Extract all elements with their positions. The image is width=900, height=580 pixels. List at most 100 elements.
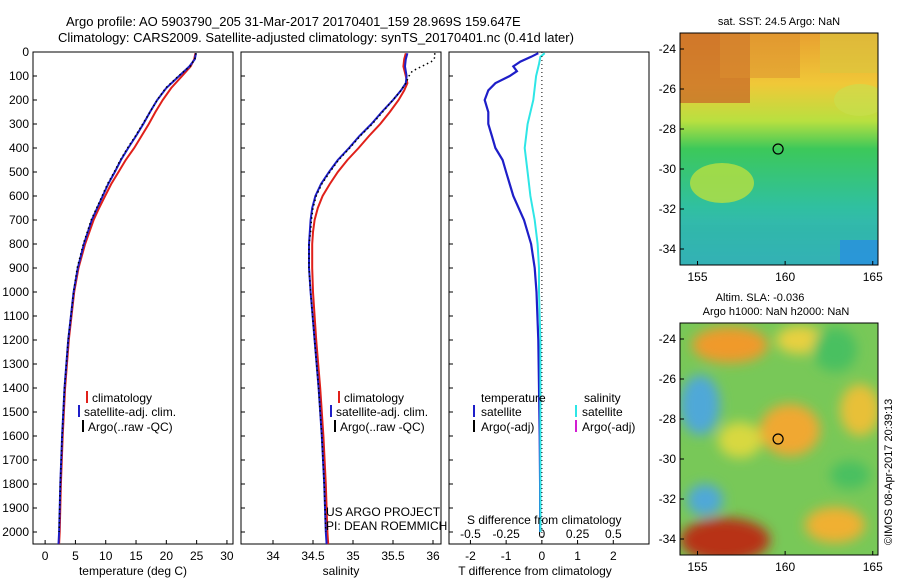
salinity-panel: 34 34.5 35 35.5 36 salinity climatology sate… — [240, 51, 447, 578]
y-tick-label: 100 — [9, 69, 29, 83]
temperature-frame — [32, 51, 234, 545]
y-tick-label: 900 — [9, 261, 29, 275]
argo-location-marker — [772, 433, 784, 445]
series-line-climatology — [311, 52, 409, 545]
map-y-tick-label: -26 — [659, 82, 677, 96]
map-x-tick-label: 160 — [775, 270, 795, 284]
sst-field — [680, 33, 878, 265]
y-tick-label: 1300 — [2, 357, 29, 371]
salinity-xlabel: salinity — [323, 564, 360, 578]
legend-label-argo: Argo(..raw -QC) — [340, 420, 425, 434]
legend-label-temperature-satellite: satellite — [481, 405, 522, 419]
salinity-frame — [240, 51, 442, 545]
map-x-tick-label: 165 — [863, 270, 883, 284]
y-tick-label: 800 — [9, 237, 29, 251]
y-tick-label: 2000 — [2, 525, 29, 539]
legend-label-argo: Argo(..raw -QC) — [88, 420, 173, 434]
legend-label-salinity-satellite: satellite — [582, 405, 623, 419]
y-tick-label: 600 — [9, 189, 29, 203]
series-line-temperature-satellite — [483, 52, 542, 532]
map-y-tick-label: -30 — [659, 452, 677, 466]
sla-map-subtitle: Argo h1000: NaN h2000: NaN — [703, 306, 850, 318]
series-line-satellite-adj-clim- — [308, 52, 409, 545]
sst-map-frame — [679, 32, 879, 266]
sla-map-title: Altim. SLA: -0.036 — [716, 292, 805, 304]
y-tick-label: 1500 — [2, 405, 29, 419]
x-tick-label: 15 — [129, 549, 143, 563]
legend-label-satellite: satellite-adj. clim. — [336, 405, 428, 419]
legend-label-temperature-argo: Argo(-adj) — [481, 420, 534, 434]
temperature-xlabel: temperature (deg C) — [79, 564, 187, 578]
x-tick-label: 34.5 — [301, 549, 325, 563]
x-tick-label: 34 — [266, 549, 280, 563]
x2-tick-label: -0.25 — [492, 527, 520, 541]
y-tick-label: 400 — [9, 141, 29, 155]
temperature-legend: climatology satellite-adj. clim. Argo(..… — [78, 391, 176, 434]
x-tick-label: 5 — [72, 549, 79, 563]
x-tick-label: 20 — [160, 549, 174, 563]
series-line-satellite-adj-clim- — [57, 53, 197, 545]
y-tick-label: 700 — [9, 213, 29, 227]
sla-field — [680, 323, 878, 555]
legend-label-salinity-argo: Argo(-adj) — [582, 420, 635, 434]
series-line-climatology — [58, 53, 197, 545]
sst-map: sat. SST: 24.5 Argo: NaN -24 -26 -28 -30 -32… — [659, 16, 883, 284]
map-y-tick-label: -28 — [659, 122, 677, 136]
difference-panel: -2 -1 0 1 2 -0.5 -0.25 0 0.25 0.5 T difference fr… — [448, 51, 650, 578]
map-x-tick-label: 155 — [688, 270, 708, 284]
map-y-tick-label: -28 — [659, 412, 677, 426]
map-y-tick-label: -26 — [659, 372, 677, 386]
t-difference-xlabel: T difference from climatology — [458, 564, 612, 578]
legend-title-temperature: temperature — [481, 391, 546, 405]
x2-tick-label: 0 — [539, 527, 546, 541]
x-tick-label: 36 — [426, 549, 440, 563]
map-x-tick-label: 165 — [863, 560, 883, 574]
x2-tick-label: 0.25 — [566, 527, 590, 541]
map-x-tick-label: 160 — [775, 560, 795, 574]
legend-label-climatology: climatology — [92, 391, 152, 405]
x-tick-label: 2 — [610, 549, 617, 563]
temperature-panel: 0100200300400500600700800900100011001200… — [2, 45, 234, 578]
imos-credit: ©IMOS 08-Apr-2017 20:39:13 — [883, 399, 895, 545]
x-tick-label: 1 — [574, 549, 581, 563]
map-y-tick-label: -30 — [659, 162, 677, 176]
x-tick-label: 0 — [539, 549, 546, 563]
map-y-tick-label: -24 — [659, 332, 677, 346]
argo-location-marker — [772, 143, 784, 155]
map-y-tick-label: -34 — [659, 532, 677, 546]
sla-map-frame — [679, 322, 879, 556]
y-tick-label: 1000 — [2, 285, 29, 299]
climatology-subtitle: Climatology: CARS2009. Satellite-adjuste… — [58, 30, 574, 45]
pi-credit: PI: DEAN ROEMMICH — [326, 519, 447, 533]
y-tick-label: 1400 — [2, 381, 29, 395]
legend-label-satellite: satellite-adj. clim. — [84, 405, 176, 419]
sla-map: Altim. SLA: -0.036 Argo h1000: NaN h2000… — [659, 292, 883, 574]
x-tick-label: 10 — [99, 549, 113, 563]
y-tick-label: 1100 — [3, 309, 29, 323]
map-y-tick-label: -34 — [659, 242, 677, 256]
map-y-tick-label: -32 — [659, 492, 677, 506]
difference-legend: temperature salinity satellite Argo(-adj… — [473, 391, 635, 434]
salinity-legend: climatology satellite-adj. clim. Argo(..… — [330, 391, 428, 434]
series-line-argo-raw-qc- — [58, 53, 197, 533]
map-y-tick-label: -32 — [659, 202, 677, 216]
y-tick-label: 1600 — [2, 429, 29, 443]
y-tick-label: 1700 — [2, 453, 29, 467]
legend-label-climatology: climatology — [344, 391, 404, 405]
map-y-tick-label: -24 — [659, 42, 677, 56]
y-tick-label: 1200 — [2, 333, 29, 347]
x-tick-label: 30 — [220, 549, 234, 563]
series-line-argo-raw-qc- — [308, 53, 437, 533]
y-tick-label: 500 — [9, 165, 29, 179]
x-tick-label: -2 — [465, 549, 476, 563]
x-tick-label: 25 — [190, 549, 204, 563]
x-tick-label: 0 — [42, 549, 49, 563]
x2-tick-label: -0.5 — [460, 527, 481, 541]
y-tick-label: 0 — [22, 45, 29, 59]
sst-map-title: sat. SST: 24.5 Argo: NaN — [718, 16, 840, 28]
x-tick-label: -1 — [501, 549, 512, 563]
x2-tick-label: 0.5 — [605, 527, 622, 541]
y-tick-label: 200 — [9, 93, 29, 107]
y-tick-label: 300 — [9, 117, 29, 131]
